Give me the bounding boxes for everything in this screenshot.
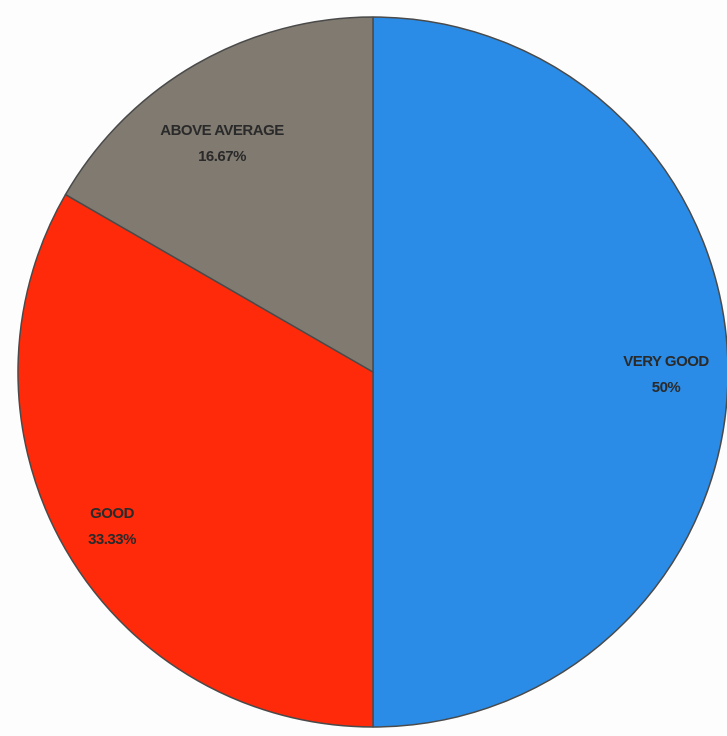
- slice-label-good: GOOD 33.33%: [88, 505, 136, 548]
- slice-category-label: VERY GOOD: [623, 353, 709, 370]
- slice-percent-label: 16.67%: [198, 148, 246, 165]
- pie-slice-good: [17, 193, 374, 728]
- slice-category-label: ABOVE AVERAGE: [160, 122, 284, 139]
- slice-label-very-good: VERY GOOD 50%: [623, 353, 709, 396]
- pie-labels: VERY GOOD 50% GOOD 33.33% ABOVE AVERAGE 16.67…: [88, 122, 710, 548]
- pie-slice-above-average: [64, 16, 374, 373]
- slice-label-above-average: ABOVE AVERAGE 16.67%: [160, 122, 284, 165]
- slice-category-label: GOOD: [90, 505, 135, 522]
- pie-slice-very-good: [372, 16, 727, 728]
- pie-slices: [17, 16, 727, 728]
- slice-percent-label: 33.33%: [88, 531, 136, 548]
- slice-percent-label: 50%: [652, 379, 681, 396]
